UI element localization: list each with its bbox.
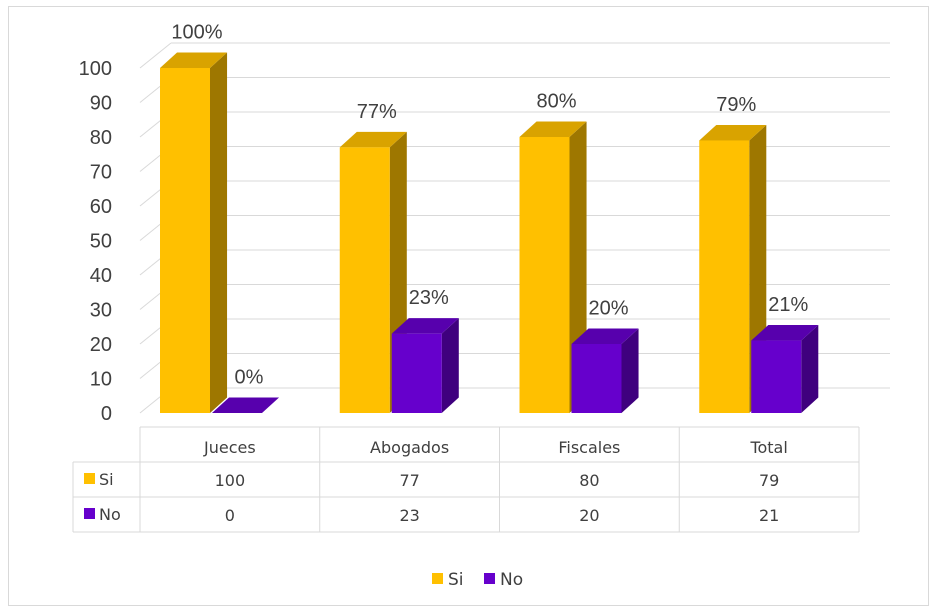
- y-tick-label: 70: [90, 162, 112, 184]
- y-tick-label: 30: [90, 300, 112, 322]
- legend-label: No: [500, 570, 523, 590]
- table-cell-value: 20: [579, 506, 599, 525]
- bar: [751, 340, 802, 413]
- bar-side: [621, 328, 639, 413]
- bar: [519, 137, 570, 413]
- y-tick-label: 60: [90, 196, 112, 218]
- bar-top: [391, 318, 459, 334]
- data-label: 23%: [409, 287, 449, 309]
- bar: [571, 344, 622, 413]
- table-cell-value: 0: [225, 506, 235, 525]
- data-label: 79%: [716, 94, 756, 116]
- bar-side: [801, 325, 819, 413]
- bar-side: [441, 318, 459, 413]
- y-tick-label: 90: [90, 93, 112, 115]
- legend-label: Si: [448, 570, 464, 590]
- y-tick-label: 50: [90, 231, 112, 253]
- data-label: 21%: [768, 294, 808, 316]
- table-cell-value: 100: [215, 471, 246, 490]
- legend-swatch: [484, 573, 495, 584]
- data-label: 0%: [235, 367, 264, 389]
- table-cell-value: 80: [579, 471, 599, 490]
- bars: [160, 52, 819, 413]
- bar-top: [339, 131, 407, 148]
- table-cell-value: 23: [399, 506, 419, 525]
- data-table: Jueces 100 0 Abogados 77 23 Fiscales 80 20 Total 7…: [72, 426, 860, 533]
- bar-side: [210, 52, 228, 413]
- y-tick-label: 80: [90, 127, 112, 149]
- bar-top: [160, 52, 228, 68]
- category-label: Jueces: [203, 438, 256, 457]
- bar: [339, 147, 390, 413]
- data-label: 20%: [588, 298, 628, 320]
- bar-top: [212, 397, 280, 413]
- bar: [160, 68, 210, 413]
- data-label: 80%: [536, 91, 576, 113]
- bar: [699, 140, 750, 413]
- y-tick-label: 40: [90, 265, 112, 287]
- bar-top: [519, 121, 587, 137]
- legend: Si No: [432, 570, 523, 590]
- gridline-diag: [139, 42, 172, 69]
- y-tick-label: 10: [90, 369, 112, 391]
- chart-frame: [8, 6, 929, 606]
- table-series-name: No: [99, 505, 121, 524]
- table-series-swatch: [84, 473, 95, 484]
- bar: [391, 333, 442, 413]
- table-series-name: Si: [99, 470, 114, 489]
- bar-top: [699, 124, 767, 141]
- table-cell-value: 21: [759, 506, 779, 525]
- data-label: 77%: [357, 101, 397, 123]
- table-series-swatch: [84, 508, 95, 519]
- y-tick-label: 20: [90, 334, 112, 356]
- y-tick-label: 0: [101, 403, 112, 425]
- y-tick-label: 100: [79, 58, 112, 80]
- bar-top: [751, 325, 819, 341]
- table-cell-value: 79: [759, 471, 779, 490]
- y-axis: 0 10 20 30 40 50 60 70 80 90 100: [79, 58, 112, 425]
- data-labels: 100% 0% 77% 23% 80% 20% 79% 21%: [171, 22, 808, 389]
- legend-swatch: [432, 573, 443, 584]
- table-cell-value: 77: [399, 471, 419, 490]
- bar-top: [571, 328, 639, 344]
- category-label: Total: [749, 438, 787, 457]
- data-label: 100%: [171, 22, 222, 44]
- category-label: Abogados: [370, 438, 449, 457]
- category-label: Fiscales: [558, 438, 620, 457]
